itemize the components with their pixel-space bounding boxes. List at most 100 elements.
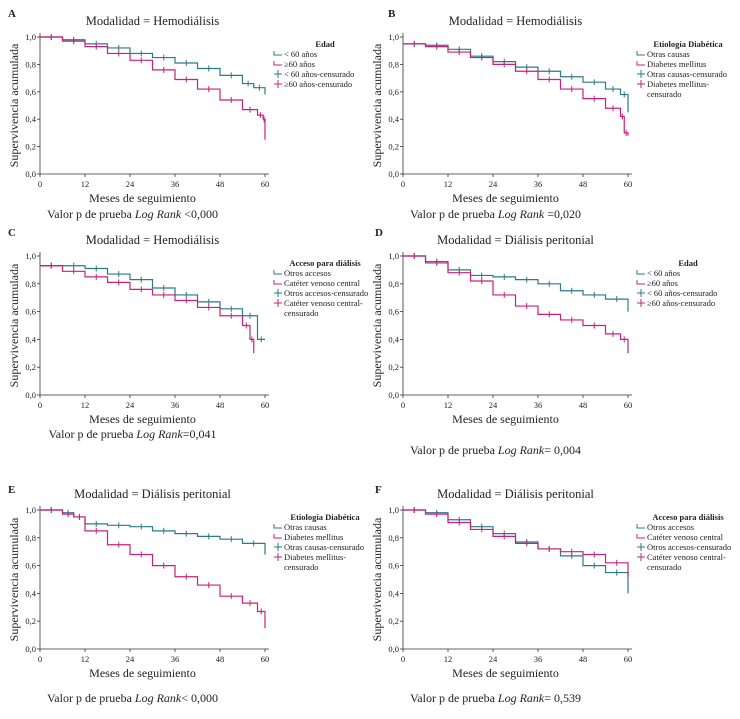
y-tick-label: 0,8 (25, 279, 36, 289)
y-tick-label: 0,2 (388, 362, 399, 372)
legend-label: Diabetes mellitus (284, 532, 343, 542)
y-tick-label: 0,8 (388, 279, 399, 289)
y-tick-label: 0,8 (25, 533, 36, 543)
panel-title: Modalidad = Hemodiálisis (449, 14, 583, 28)
x-tick-label: 36 (171, 179, 180, 189)
legend-label: ≥60 años-censurado (647, 298, 715, 308)
p-value-test: Log Rank (135, 427, 183, 441)
survival-curve-2 (403, 509, 629, 577)
panel-letter: F (375, 484, 382, 496)
y-tick-label: 0,4 (388, 588, 399, 598)
legend-swatch (636, 524, 645, 529)
survival-curve-2 (403, 255, 629, 354)
y-tick-label: 0,0 (388, 169, 399, 179)
survival-curve-2 (40, 265, 255, 354)
y-tick-label: 0,2 (25, 616, 36, 626)
x-tick-label: 24 (489, 179, 498, 189)
y-tick-label: 0,4 (25, 588, 36, 598)
y-tick-label: 1,0 (25, 505, 36, 515)
legend-label: Otros accesos (284, 268, 331, 278)
x-axis-label: Meses de seguimiento (452, 191, 559, 205)
panel-a: A Modalidad = Hemodiálisis 0,0 0,2 0,4 0,6 0,8… (7, 8, 354, 221)
p-value-text: Valor p de prueba Log Rank=0,041 (48, 427, 216, 441)
p-value-test: Log Rank (497, 691, 545, 705)
y-tick-label: 1,0 (388, 251, 399, 261)
panel-letter: D (375, 227, 383, 239)
y-tick-label: 0,6 (25, 87, 36, 97)
x-tick-label: 24 (126, 654, 135, 664)
x-tick-label: 36 (534, 654, 543, 664)
x-tick-label: 12 (444, 400, 453, 410)
x-tick-label: 12 (444, 179, 453, 189)
panel-title: Modalidad = Hemodiálisis (86, 14, 220, 28)
p-value-text: Valor p de prueba Log Rank <0,000 (47, 207, 218, 221)
y-tick-label: 0,4 (25, 114, 36, 124)
y-tick-label: 0,4 (25, 334, 36, 344)
x-tick-label: 0 (401, 400, 405, 410)
y-tick-label: 0,0 (388, 644, 399, 654)
legend-label: < 60 años (647, 268, 680, 278)
legend-label: Diabetes mellitus (647, 59, 706, 69)
y-axis-label: Supervivencia acumulada (370, 43, 384, 167)
legend-label: ≥60 años (284, 59, 315, 69)
panel-d: D Modalidad = Diálisis peritonial 0,0 0,2 0,… (370, 227, 717, 457)
legend-title: Acceso para diálisis (289, 258, 361, 268)
legend-label: Catéter venoso central- (647, 552, 726, 562)
p-value-value: = 0,004 (544, 443, 581, 457)
x-tick-label: 48 (579, 654, 588, 664)
legend-swatch (273, 280, 282, 285)
legend-title: Etiología Diabética (290, 512, 360, 522)
legend-title: Acceso para diálisis (652, 512, 724, 522)
panel-title: Modalidad = Diálisis peritonial (437, 233, 594, 247)
p-value-value: =0,041 (183, 427, 217, 441)
panel-b: B Modalidad = Hemodiálisis 0,0 0,2 0,4 0,6 0,8… (370, 8, 727, 221)
survival-curve-2 (403, 43, 629, 136)
legend-title: Edad (678, 258, 698, 268)
y-tick-label: 1,0 (25, 251, 36, 261)
y-axis-label: Supervivencia acumulada (370, 517, 384, 641)
p-value-test: Log Rank (497, 207, 545, 221)
x-tick-label: 60 (261, 654, 270, 664)
x-tick-label: 12 (81, 179, 90, 189)
y-tick-label: 0,0 (388, 390, 399, 400)
x-tick-label: 0 (38, 400, 42, 410)
y-tick-label: 0,8 (388, 533, 399, 543)
survival-curve-2 (40, 36, 266, 140)
p-value-prefix: Valor p de prueba (410, 691, 498, 705)
y-tick-label: 0,0 (25, 169, 36, 179)
y-tick-label: 0,0 (25, 390, 36, 400)
y-tick-label: 0,2 (388, 616, 399, 626)
x-axis-label: Meses de seguimiento (89, 666, 196, 680)
p-value-value: < 0,000 (181, 691, 218, 705)
y-tick-label: 0,6 (388, 87, 399, 97)
y-tick-label: 0,8 (388, 59, 399, 69)
x-tick-label: 24 (489, 400, 498, 410)
legend-label: Otros accesos (647, 522, 694, 532)
y-tick-label: 1,0 (25, 32, 36, 42)
legend-swatch (273, 270, 282, 275)
p-value-value: = 0,539 (544, 691, 581, 705)
x-tick-label: 60 (624, 179, 633, 189)
panel-e: E Modalidad = Diálisis peritonial 0,0 0,2 0,… (7, 484, 364, 705)
legend-label: ≥60 años-censurado (284, 79, 352, 89)
legend-label: < 60 años-censurado (647, 288, 717, 298)
survival-curve-1 (403, 43, 629, 113)
p-value-prefix: Valor p de prueba (410, 443, 498, 457)
legend-swatch (636, 51, 645, 56)
p-value-prefix: Valor p de prueba (48, 427, 136, 441)
legend-swatch (636, 534, 645, 539)
x-tick-label: 36 (534, 179, 543, 189)
y-tick-label: 1,0 (388, 32, 399, 42)
panel-letter: B (388, 8, 396, 20)
x-tick-label: 24 (126, 179, 135, 189)
y-tick-label: 0,2 (25, 142, 36, 152)
legend-swatch (636, 61, 645, 66)
legend-label: Otras causas-censurado (284, 542, 364, 552)
p-value-prefix: Valor p de prueba (47, 691, 135, 705)
y-tick-label: 0,8 (25, 59, 36, 69)
y-axis-label: Supervivencia acumulada (7, 517, 21, 641)
p-value-text: Valor p de prueba Log Rank= 0,004 (410, 443, 581, 457)
x-tick-label: 48 (216, 179, 225, 189)
x-tick-label: 12 (444, 654, 453, 664)
